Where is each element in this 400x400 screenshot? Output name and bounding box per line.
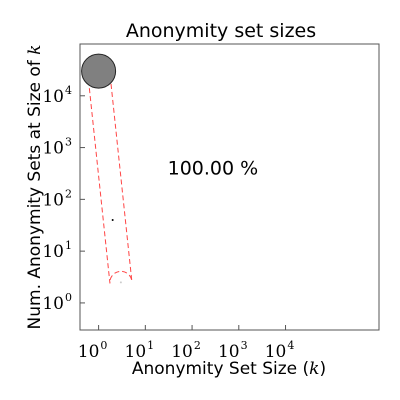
x-axis-label: Anonymity Set Size (k) — [132, 359, 326, 379]
y-tick-label: 101 — [42, 239, 72, 262]
plot-frame — [79, 43, 380, 331]
y-tick-label: 102 — [42, 187, 72, 210]
percentage-annotation: 100.00 % — [168, 158, 259, 180]
data-point — [111, 218, 114, 221]
x-tick-label: 103 — [218, 339, 248, 362]
y-tick-label: 104 — [42, 84, 72, 107]
chart-title: Anonymity set sizes — [126, 20, 316, 42]
y-tick-label: 100 — [42, 291, 72, 314]
envelope-path — [87, 69, 133, 284]
dashed-envelope — [87, 69, 133, 284]
y-tick-label: 103 — [42, 136, 72, 159]
data-point — [81, 53, 117, 89]
x-tick-label: 100 — [78, 339, 108, 362]
y-axis-label: Num. Anonymity Sets at Size of k — [25, 45, 45, 330]
x-tick-label: 104 — [265, 339, 295, 362]
data-point — [119, 281, 122, 284]
x-tick-label: 102 — [171, 339, 201, 362]
x-tick-label: 101 — [125, 339, 155, 362]
